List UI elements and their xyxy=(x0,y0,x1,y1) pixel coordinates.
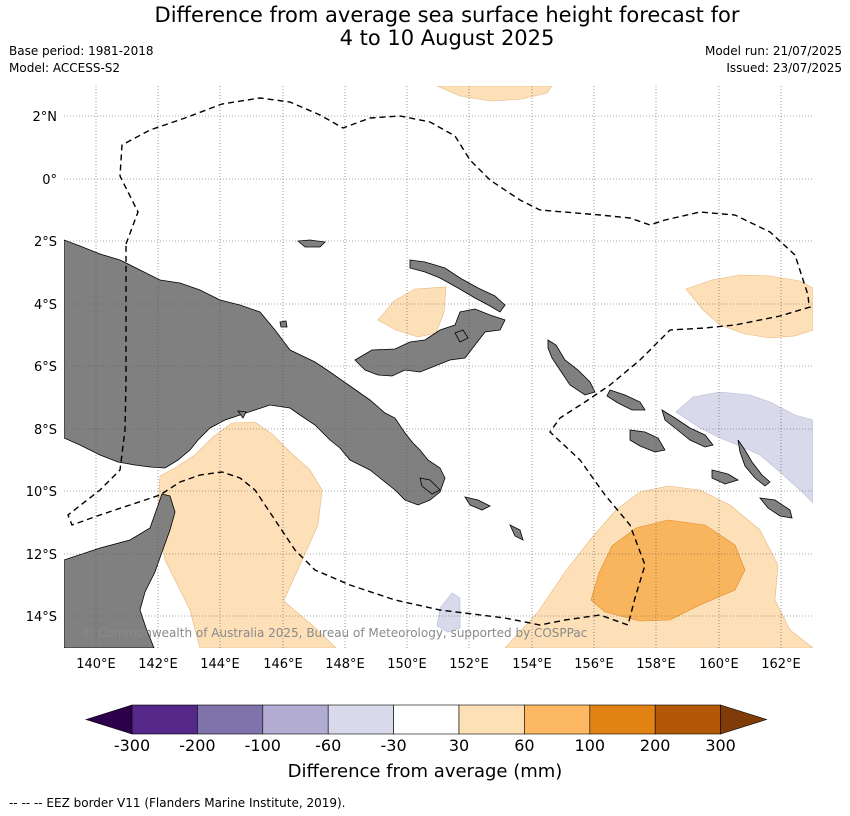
model-run: Model run: 21/07/2025 xyxy=(704,44,842,58)
colorbar-segment xyxy=(654,704,721,735)
meta-left: Base period: 1981-2018 Model: ACCESS-S2 xyxy=(9,43,154,77)
solomon-islands-isabel xyxy=(661,409,714,448)
colorbar-tick-label: -60 xyxy=(315,736,342,755)
colorbar-tick-label: -30 xyxy=(380,736,407,755)
issued-date: Issued: 23/07/2025 xyxy=(726,61,842,75)
lat-label: 0° xyxy=(42,173,57,188)
longitude-labels: 140°E 142°E 144°E 146°E 148°E 150°E 152°E 154°E… xyxy=(76,657,801,672)
lon-label: 150°E xyxy=(387,657,427,672)
anomaly-30-60 xyxy=(157,86,813,648)
lon-label: 162°E xyxy=(761,657,801,672)
map-gridlines xyxy=(64,86,813,648)
lon-label: 158°E xyxy=(636,657,676,672)
footer-legend: -- -- -- EEZ border V11 (Flanders Marine… xyxy=(9,796,346,810)
new-ireland-island xyxy=(409,259,506,313)
colorbar xyxy=(85,704,768,735)
new-britain-island xyxy=(354,308,506,377)
title-line-2: 4 to 10 August 2025 xyxy=(339,26,555,50)
copyright-text: © Commonwealth of Australia 2025, Bureau… xyxy=(82,626,587,640)
lon-label: 142°E xyxy=(138,657,178,672)
colorbar-segment xyxy=(393,704,460,735)
colorbar-tick-label: -200 xyxy=(179,736,216,755)
colorbar-tick-label: -100 xyxy=(244,736,281,755)
colorbar-tick-label: 300 xyxy=(705,736,736,755)
lat-label: 12°S xyxy=(26,548,57,563)
lat-label: 4°S xyxy=(34,298,57,313)
lon-label: 154°E xyxy=(512,657,552,672)
colorbar-tick-label: 200 xyxy=(639,736,671,755)
solomon-islands-makira xyxy=(759,497,793,519)
lat-label: 10°S xyxy=(26,485,57,500)
meta-right: Model run: 21/07/2025 Issued: 23/07/2025 xyxy=(705,43,842,77)
colorbar-segment xyxy=(197,704,264,735)
colorbar-extend-low xyxy=(85,704,133,735)
colorbar-segment xyxy=(262,704,329,735)
lon-label: 140°E xyxy=(76,657,116,672)
solomon-islands-small xyxy=(711,469,739,485)
manus-island xyxy=(297,239,326,248)
colorbar-tick-label: 30 xyxy=(448,736,470,755)
lon-label: 156°E xyxy=(574,657,614,672)
lon-label: 146°E xyxy=(263,657,303,672)
lon-label: 148°E xyxy=(325,657,365,672)
base-period: Base period: 1981-2018 xyxy=(9,44,154,58)
eez-border xyxy=(67,97,812,626)
anomaly-60-100 xyxy=(590,519,746,622)
colorbar-segment xyxy=(589,704,656,735)
lon-label: 152°E xyxy=(449,657,489,672)
lat-label: 2°S xyxy=(34,235,57,250)
lat-label: 8°S xyxy=(34,423,57,438)
colorbar-segment xyxy=(327,704,394,735)
new-guinea-island xyxy=(64,239,446,506)
anomaly-neg-60-30 xyxy=(436,391,813,633)
colorbar-segment xyxy=(458,704,525,735)
colorbar-segment xyxy=(131,704,198,735)
small-islands xyxy=(237,320,524,541)
colorbar-extend-high xyxy=(720,704,768,735)
solomon-islands-malaita xyxy=(737,439,771,487)
latitude-labels: 2°N 0° 2°S 4°S 6°S 8°S 10°S 12°S 14°S xyxy=(26,110,57,625)
lat-label: 14°S xyxy=(26,610,57,625)
colorbar-tick-label: -300 xyxy=(113,736,151,755)
solomon-islands-choiseul xyxy=(606,389,646,411)
lat-label: 6°S xyxy=(34,360,57,375)
title-line-1: Difference from average sea surface heig… xyxy=(154,3,740,27)
chart-title: Difference from average sea surface heig… xyxy=(0,4,850,50)
map-plot-area: © Commonwealth of Australia 2025, Bureau… xyxy=(64,86,813,648)
colorbar-title: Difference from average (mm) xyxy=(287,761,563,782)
cape-york-peninsula xyxy=(64,493,176,648)
model-name: Model: ACCESS-S2 xyxy=(9,61,121,75)
bougainville-island xyxy=(547,339,596,396)
colorbar-tick-label: 60 xyxy=(514,736,535,755)
colorbar-tick-label: 100 xyxy=(574,736,606,755)
land-masses xyxy=(64,239,793,648)
solomon-islands-guadalcanal xyxy=(629,429,666,453)
colorbar-segment xyxy=(524,704,591,735)
lat-label: 2°N xyxy=(33,110,58,125)
lon-label: 144°E xyxy=(200,657,240,672)
lon-label: 160°E xyxy=(699,657,739,672)
